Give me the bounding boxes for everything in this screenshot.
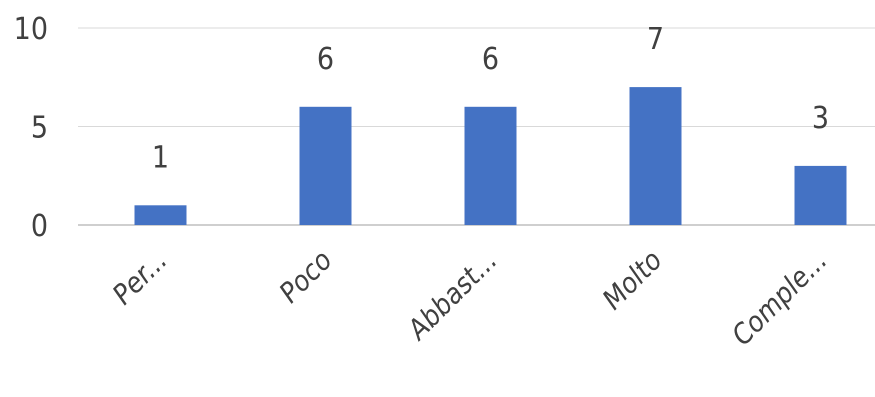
category-label: Comple... [725, 244, 833, 352]
data-label: 6 [317, 42, 334, 77]
category-label: Abbast... [400, 244, 504, 348]
y-axis-ticks: 0 5 10 [14, 12, 48, 244]
bar-4 [629, 87, 682, 225]
bar-3 [464, 106, 517, 225]
y-tick-label: 10 [14, 12, 48, 47]
category-label: Molto [596, 244, 668, 316]
data-label: 1 [152, 140, 169, 175]
category-labels: Per... Poco Abbast... Molto Comple... [106, 244, 834, 352]
data-label: 7 [647, 22, 664, 57]
bar-5 [794, 165, 847, 225]
bars [134, 87, 847, 225]
y-tick-label: 0 [31, 209, 48, 244]
data-label: 6 [482, 42, 499, 77]
bar-1 [134, 205, 187, 225]
bar-2 [299, 106, 352, 225]
data-label: 3 [812, 101, 829, 136]
category-label: Poco [273, 244, 339, 310]
y-tick-label: 5 [31, 111, 48, 146]
category-label: Per... [106, 244, 174, 312]
data-labels: 1 6 6 7 3 [152, 22, 829, 175]
